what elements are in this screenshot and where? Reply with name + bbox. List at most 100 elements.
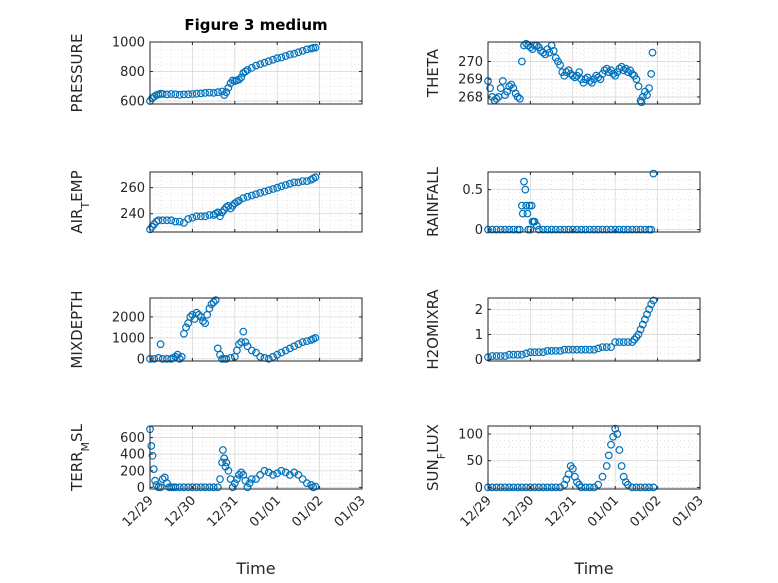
data-point: [492, 352, 501, 360]
data-point: [515, 225, 524, 234]
data-point: [645, 225, 653, 234]
data-point: [201, 319, 210, 328]
data-point: [488, 352, 497, 360]
data-point: [604, 68, 613, 76]
data-point: [209, 483, 218, 492]
axes-box: [487, 171, 701, 233]
data-point: [294, 340, 303, 349]
data-point: [624, 225, 632, 234]
data-point: [645, 84, 653, 92]
data-point: [496, 352, 505, 360]
data-point: [649, 296, 658, 305]
data-point: [568, 345, 577, 354]
data-point: [273, 469, 282, 478]
data-point: [628, 483, 637, 492]
y-axis-label: PRESSURE: [68, 34, 86, 113]
data-point: [298, 338, 307, 347]
data-point: [179, 90, 188, 99]
data-point: [530, 483, 539, 492]
data-point: [564, 225, 573, 234]
data-point: [277, 53, 286, 62]
data-point: [556, 347, 564, 355]
data-point: [518, 201, 526, 210]
data-point: [581, 483, 590, 492]
data-point: [585, 77, 594, 85]
data-point: [260, 58, 269, 67]
data-point: [643, 310, 651, 319]
y-tick-label: 1000: [112, 36, 145, 51]
data-point: [649, 483, 658, 492]
data-point: [632, 75, 641, 84]
data-point: [218, 446, 227, 454]
data-point: [179, 483, 188, 492]
series-markers: [146, 425, 320, 492]
data-point: [492, 94, 501, 103]
data-point: [624, 338, 632, 347]
data-point: [148, 451, 157, 460]
data-point: [311, 173, 320, 182]
data-point: [573, 345, 581, 354]
data-point: [641, 315, 649, 324]
axes-box: [149, 425, 363, 490]
data-point: [218, 355, 227, 363]
data-point: [243, 483, 252, 492]
data-point: [585, 483, 594, 492]
data-point: [311, 334, 320, 342]
data-point: [243, 342, 252, 351]
data-point: [158, 90, 167, 98]
data-point: [539, 348, 547, 357]
data-point: [577, 225, 586, 234]
data-point: [648, 48, 657, 57]
grid: [487, 42, 701, 104]
data-point: [184, 215, 193, 223]
data-point: [152, 481, 161, 489]
data-point: [175, 217, 184, 226]
data-point: [524, 225, 533, 234]
y-tick-label: 0: [475, 353, 483, 368]
data-point: [513, 350, 522, 359]
y-tick-label: 0.5: [462, 183, 483, 198]
y-tick-label: 2000: [112, 310, 145, 325]
data-point: [496, 225, 505, 234]
data-point: [247, 191, 256, 200]
data-point: [486, 84, 495, 92]
y-tick-label: 0: [475, 223, 483, 238]
data-point: [602, 343, 611, 352]
data-point: [535, 483, 543, 492]
data-point: [547, 483, 556, 492]
data-point: [216, 475, 224, 484]
data-point: [647, 225, 656, 234]
data-point: [513, 483, 522, 492]
data-point: [252, 190, 260, 199]
data-point: [509, 350, 518, 359]
y-axis-label: AIRTEMP: [68, 170, 92, 233]
data-point: [501, 352, 509, 360]
data-point: [269, 352, 277, 361]
data-point: [243, 192, 252, 201]
data-point: [235, 75, 243, 84]
y-axis-label: H2OMIXRA: [424, 289, 442, 370]
data-point: [222, 88, 231, 97]
data-point: [611, 225, 620, 234]
data-point: [560, 225, 569, 234]
data-point: [505, 225, 514, 234]
data-point: [505, 82, 514, 91]
data-point: [290, 342, 299, 351]
data-point: [594, 344, 603, 353]
series-markers: [484, 39, 657, 107]
data-point: [641, 483, 649, 492]
data-point: [167, 90, 176, 98]
data-point: [539, 225, 547, 234]
data-point: [539, 483, 547, 492]
y-tick-label: 600: [120, 431, 145, 446]
data-point: [613, 430, 622, 438]
data-point: [264, 57, 273, 66]
data-point: [628, 338, 637, 347]
data-point: [237, 73, 246, 82]
data-point: [171, 483, 180, 492]
data-point: [568, 71, 577, 80]
data-point: [177, 352, 186, 361]
data-point: [501, 483, 509, 492]
data-point: [581, 345, 590, 354]
data-point: [277, 466, 286, 475]
